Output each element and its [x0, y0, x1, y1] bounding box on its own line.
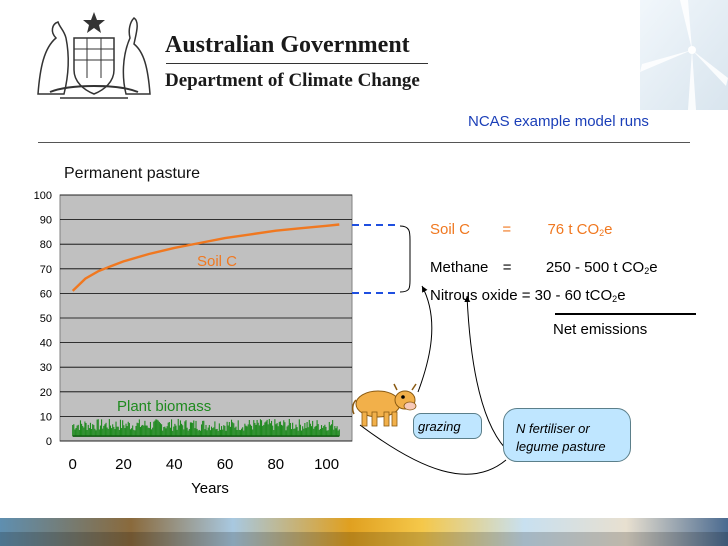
coat-of-arms-icon	[37, 12, 151, 99]
y-tick-label: 60	[40, 288, 52, 300]
soil-c-suffix: e	[604, 221, 613, 238]
soil-c-equals: =	[502, 221, 512, 238]
nitrous-oxide-suffix: e	[617, 287, 626, 304]
nitrous-oxide-equation: Nitrous oxide = 30 - 60 tCO2e	[430, 287, 626, 304]
x-axis-label: Years	[191, 480, 229, 497]
title-divider	[38, 142, 690, 143]
y-tick-label: 90	[40, 215, 52, 227]
fertiliser-callout-line-2: legume pasture	[516, 439, 606, 454]
x-axis-ticks: 0 20 40 60 80 100	[69, 456, 340, 473]
y-tick-label: 80	[40, 239, 52, 251]
y-tick-label: 30	[40, 362, 52, 374]
wind-turbine-icon	[640, 0, 728, 110]
plant-biomass-band	[72, 418, 340, 437]
y-axis-ticks: 0 10 20 30 40 50 60 70 80 90 100	[34, 190, 52, 448]
x-tick-label: 20	[115, 456, 132, 473]
pasture-line-chart: 0 10 20 30 40 50 60 70 80 90 100 0 20 40 60 80 100 Soil…	[34, 190, 353, 497]
header-divider	[166, 63, 428, 64]
slide-title: NCAS example model runs	[468, 113, 649, 130]
fertiliser-callout: N fertiliser or legume pasture	[503, 408, 631, 462]
soil-c-value: 76 t CO	[547, 221, 600, 238]
y-tick-label: 50	[40, 313, 52, 325]
methane-value: 250 - 500 t CO	[545, 259, 645, 276]
department-name: Department of Climate Change	[165, 70, 420, 91]
x-tick-label: 60	[217, 456, 234, 473]
grazing-callout: grazing	[413, 413, 482, 439]
methane-label: Methane	[430, 259, 489, 276]
x-tick-label: 0	[69, 456, 77, 473]
grid-lines	[60, 194, 352, 442]
soil-bracket	[399, 225, 411, 293]
cow-icon	[351, 383, 417, 427]
y-tick-label: 100	[34, 190, 52, 202]
methane-suffix: e	[649, 259, 658, 276]
fertiliser-callout-line-1: N fertiliser or	[516, 421, 590, 436]
y-tick-label: 70	[40, 264, 52, 276]
government-name: Australian Government	[165, 32, 410, 58]
soil-c-line	[71, 223, 340, 292]
nitrous-oxide-subscript: 2	[612, 294, 618, 304]
y-tick-label: 10	[40, 411, 52, 423]
footer-photo-strip	[0, 518, 728, 546]
x-tick-label: 100	[314, 456, 339, 473]
y-tick-label: 40	[40, 338, 52, 350]
x-tick-label: 40	[166, 456, 183, 473]
nitrous-oxide-text: Nitrous oxide = 30 - 60 tCO	[430, 287, 613, 304]
header: Australian Government Department of Clim…	[0, 0, 728, 110]
chart-title: Permanent pasture	[64, 165, 201, 182]
methane-equals: =	[502, 259, 512, 276]
methane-subscript: 2	[644, 266, 650, 276]
net-emissions-label: Net emissions	[553, 321, 648, 338]
y-tick-label: 0	[46, 436, 52, 448]
y-tick-label: 20	[40, 387, 52, 399]
x-tick-label: 80	[267, 456, 284, 473]
methane-equation: Methane = 250 - 500 t CO2e	[430, 259, 658, 276]
plant-biomass-series-label: Plant biomass	[117, 398, 211, 415]
net-emissions-rule	[555, 313, 696, 315]
soil-c-series-label: Soil C	[197, 253, 237, 270]
soil-c-equation: Soil C = 76 t CO2e	[430, 221, 613, 238]
soil-c-label: Soil C	[430, 221, 471, 238]
soil-c-subscript: 2	[599, 228, 605, 238]
